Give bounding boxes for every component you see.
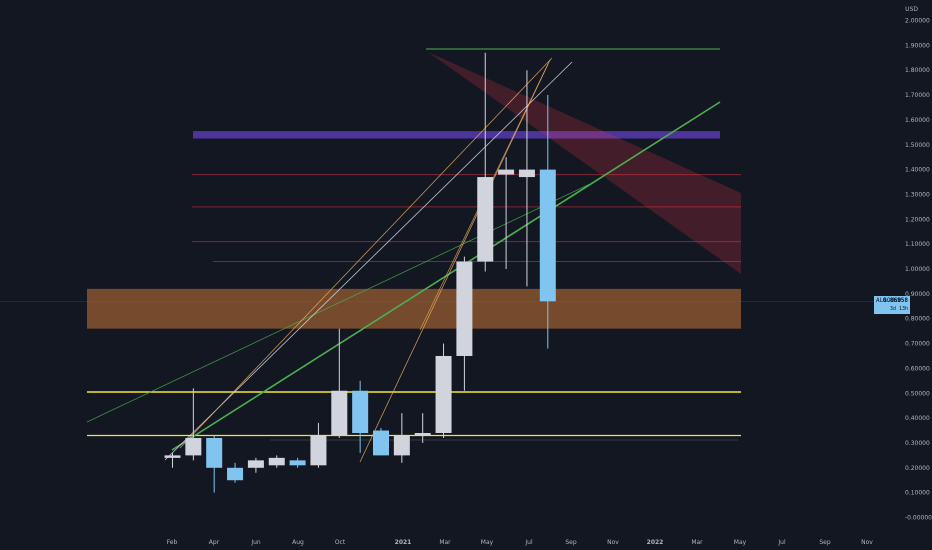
white-trend-line [164, 61, 573, 461]
orange-trend-line-steep [359, 59, 551, 463]
y-tick-label: 0.60000 [905, 365, 930, 372]
y-tick-label: 1.10000 [905, 241, 930, 248]
y-tick-label: 1.30000 [905, 191, 930, 198]
y-tick-label: 0.80000 [905, 316, 930, 323]
candle-body [477, 177, 494, 262]
y-tick-label: 1.80000 [905, 67, 930, 74]
x-tick-label: May [734, 539, 747, 546]
candle-body [393, 435, 410, 456]
x-tick-label: Apr [209, 539, 220, 546]
candle-body [247, 460, 264, 468]
y-axis[interactable]: -0.00000 0.10000 0.20000 0.30000 0.40000 0.50… [905, 18, 932, 522]
x-tick-label: Jul [777, 539, 786, 546]
drawings-layer [0, 48, 874, 463]
candle-body [310, 435, 327, 466]
x-tick-label: Nov [607, 539, 619, 546]
x-tick-label: Aug [292, 539, 304, 546]
x-tick-label: Jul [524, 539, 533, 546]
y-tick-label: 1.00000 [905, 266, 930, 273]
candle-body [227, 467, 244, 481]
y-tick-label: 1.40000 [905, 167, 930, 174]
candle-body [352, 390, 369, 434]
bar-countdown: 3d 13h [889, 306, 908, 312]
x-tick-label: Mar [439, 539, 451, 546]
candle-body [268, 457, 285, 466]
y-tick-label: 0.30000 [905, 440, 930, 447]
x-tick-label: Sep [565, 539, 577, 546]
y-tick-label: -0.00000 [905, 515, 932, 522]
candle-body [456, 261, 473, 356]
candle-body [373, 430, 389, 456]
x-tick-label: 2022 [647, 539, 664, 546]
y-tick-label: 1.50000 [905, 142, 930, 149]
last-price-tag: ALGOUSD 0.86958 3d 13h [874, 296, 910, 314]
y-tick-label: 0.20000 [905, 465, 930, 472]
orange-trend-line [179, 57, 553, 449]
x-tick-label: Feb [167, 539, 178, 546]
x-tick-label: May [481, 539, 494, 546]
x-tick-label: Sep [819, 539, 831, 546]
symbol-label: ALGOUSD [876, 297, 902, 304]
y-tick-label: 1.20000 [905, 216, 930, 223]
candle-body [185, 437, 202, 456]
candle-body [206, 437, 223, 468]
candle-body [289, 460, 306, 466]
currency-label: USD [905, 6, 918, 13]
candle-body [539, 169, 556, 302]
y-tick-label: 0.50000 [905, 390, 930, 397]
demand-zone [87, 288, 741, 329]
candles-layer [164, 52, 556, 493]
x-tick-label: 2021 [395, 539, 412, 546]
candle-body [164, 455, 181, 458]
last-price-value: 0.86958 [882, 297, 908, 304]
candle-body [331, 390, 348, 436]
candle-body [518, 169, 535, 178]
y-tick-label: 0.90000 [905, 291, 930, 298]
y-tick-label: 1.70000 [905, 92, 930, 99]
candle-body [498, 169, 515, 175]
candle-body [414, 433, 431, 436]
x-axis[interactable]: Feb Apr Jun Aug Oct 2021 Mar May Jul Sep Nov 2022 Ma… [167, 539, 874, 546]
y-tick-label: 1.60000 [905, 117, 930, 124]
y-tick-label: 2.00000 [905, 18, 930, 25]
resistance-zone [193, 131, 720, 139]
x-tick-label: Jun [250, 539, 261, 546]
x-tick-label: Oct [335, 539, 346, 546]
y-tick-label: 0.40000 [905, 415, 930, 422]
y-tick-label: 1.90000 [905, 42, 930, 49]
y-tick-label: 0.70000 [905, 341, 930, 348]
y-tick-label: 0.10000 [905, 490, 930, 497]
x-tick-label: Nov [861, 539, 873, 546]
projection-wedge [428, 52, 741, 274]
candle-body [435, 355, 452, 434]
x-tick-label: Mar [691, 539, 703, 546]
